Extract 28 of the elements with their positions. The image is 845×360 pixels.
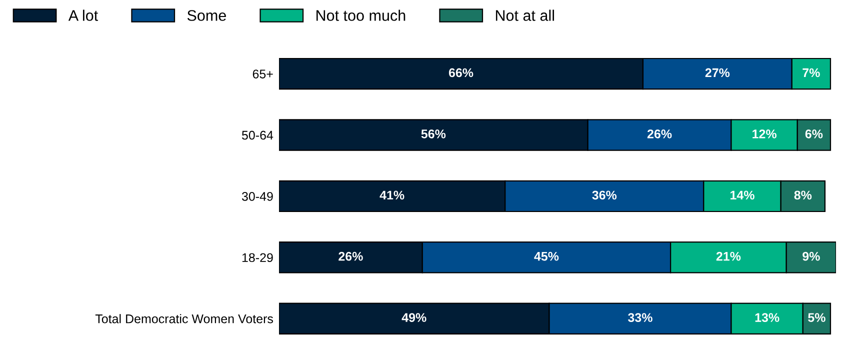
data-label: 5%	[808, 313, 826, 322]
y-tick-label: Total Democratic Women Voters	[95, 314, 274, 324]
y-tick-label: 65+	[252, 70, 273, 78]
data-label: 8%	[794, 190, 812, 200]
legend-label: Not too much	[316, 10, 406, 21]
y-tick-label: 18-29	[242, 253, 273, 262]
data-label: 21%	[716, 252, 741, 261]
data-label: 27%	[705, 68, 730, 78]
data-label: 14%	[730, 190, 754, 200]
data-label: 33%	[628, 313, 652, 322]
y-tick-label: 50-64	[242, 130, 274, 140]
data-label: 45%	[534, 252, 559, 261]
legend-label: Not at all	[496, 10, 554, 21]
legend-label: Some	[187, 10, 226, 21]
data-label: 66%	[448, 68, 474, 78]
data-label: 26%	[647, 130, 672, 138]
data-label: 6%	[805, 130, 823, 138]
data-label: 7%	[802, 68, 820, 78]
data-label: 49%	[402, 313, 426, 322]
data-label: 9%	[802, 252, 820, 261]
y-tick-label: 30-49	[242, 192, 273, 201]
data-label: 36%	[592, 190, 617, 200]
legend-label: A lot	[68, 10, 98, 21]
data-label: 12%	[752, 130, 776, 138]
data-label: 13%	[755, 313, 780, 322]
data-label: 56%	[421, 130, 446, 138]
data-label: 41%	[380, 190, 404, 200]
data-label: 26%	[338, 252, 363, 261]
